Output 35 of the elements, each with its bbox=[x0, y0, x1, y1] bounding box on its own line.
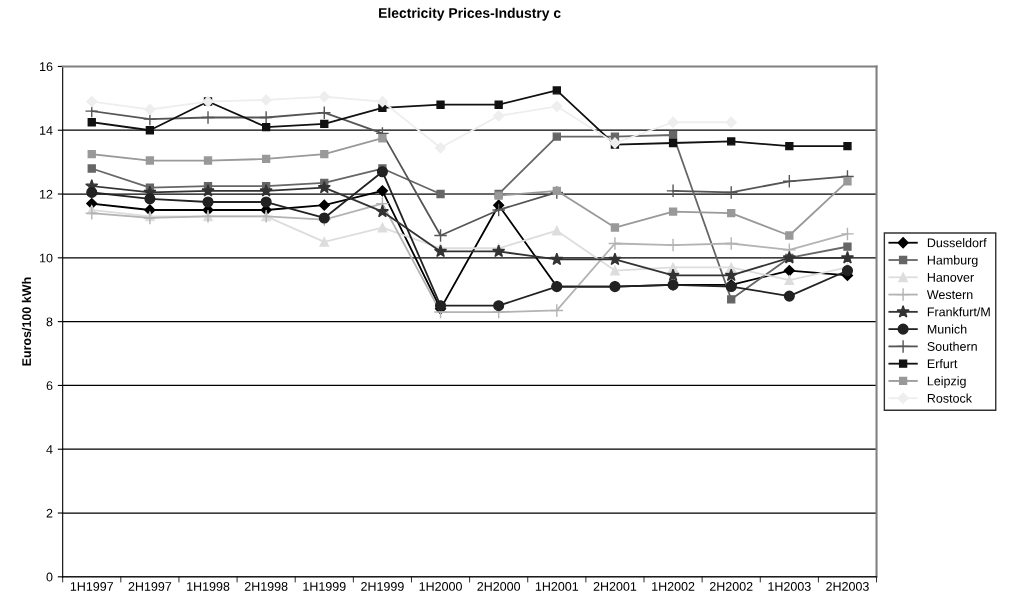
y-tick-label: 0 bbox=[46, 572, 53, 582]
x-tick-label: 2H1999 bbox=[361, 582, 404, 591]
legend-label: Rostock bbox=[927, 393, 973, 403]
x-tick-label: 2H2003 bbox=[826, 582, 869, 591]
y-axis-title: Euros/100 kWh bbox=[21, 277, 32, 366]
y-tick-label: 4 bbox=[46, 445, 53, 454]
x-tick-label: 2H1997 bbox=[128, 582, 172, 591]
y-tick-label: 10 bbox=[40, 253, 53, 263]
legend-label: Dusseldorf bbox=[927, 238, 987, 248]
x-tick-label: 2H1998 bbox=[244, 582, 288, 591]
y-tick-label: 16 bbox=[40, 62, 53, 72]
x-tick-label: 1H1997 bbox=[70, 582, 114, 591]
legend-label: Western bbox=[926, 290, 973, 300]
x-tick-label: 1H1998 bbox=[187, 582, 230, 591]
y-tick-label: 6 bbox=[46, 381, 53, 391]
y-tick-label: 8 bbox=[46, 317, 53, 327]
x-tick-label: 2H2001 bbox=[593, 582, 637, 591]
legend-label: Hamburg bbox=[927, 255, 978, 267]
x-tick-label: 2H2002 bbox=[709, 582, 753, 591]
x-tick-label: 1H2002 bbox=[652, 582, 695, 591]
legend-label: Leipzig bbox=[927, 376, 966, 388]
x-tick-label: 1H1999 bbox=[303, 582, 346, 591]
x-tick-label: 1H2003 bbox=[768, 582, 811, 591]
x-tick-label: 2H2000 bbox=[477, 582, 521, 591]
x-tick-label: 1H2000 bbox=[419, 582, 462, 591]
legend-label: Munich bbox=[927, 324, 967, 334]
legend-label: Erfurt bbox=[927, 359, 958, 369]
y-tick-label: 2 bbox=[46, 508, 53, 518]
y-tick-label: 14 bbox=[40, 126, 53, 135]
legend-label: Hanover bbox=[927, 273, 974, 282]
legend-label: Frankfurt/M bbox=[927, 307, 990, 317]
x-tick-label: 1H2001 bbox=[535, 582, 579, 591]
y-tick-label: 12 bbox=[40, 189, 53, 199]
legend-label: Southern bbox=[927, 341, 977, 351]
chart-title: Electricity Prices-Industry c bbox=[379, 7, 561, 21]
